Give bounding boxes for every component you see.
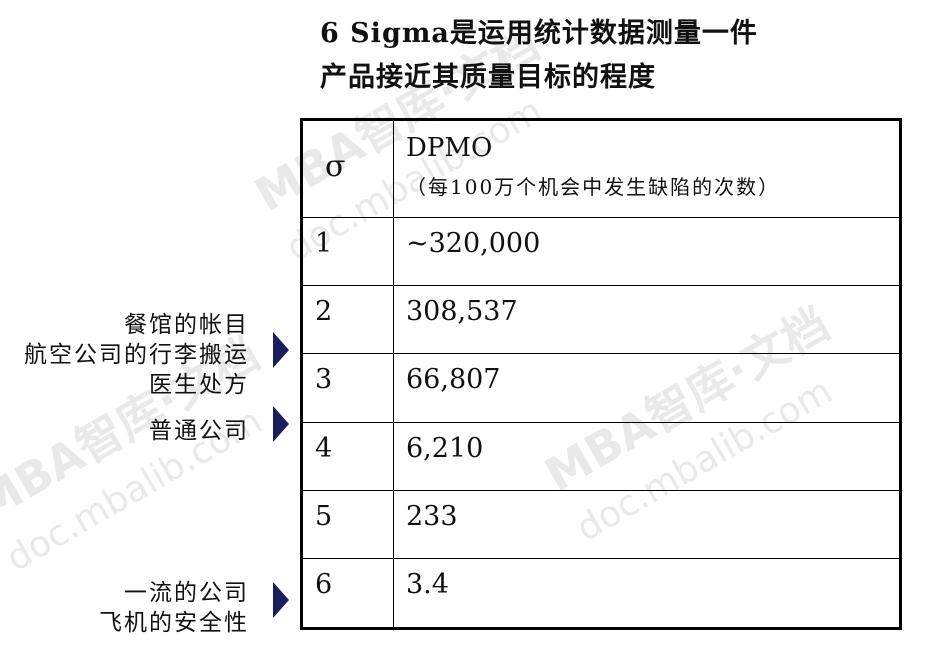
- dpmo-cell: 233: [393, 489, 901, 560]
- side-label-sigma-3: 餐馆的帐目 航空公司的行李搬运 医生处方: [24, 310, 249, 400]
- sigma-cell: 3: [301, 353, 394, 423]
- header-sigma-cell: σ: [301, 119, 394, 218]
- table-row: 4 6,210: [301, 421, 901, 491]
- side-label-line: 一流的公司: [124, 580, 249, 606]
- side-label-line: 航空公司的行李搬运: [24, 342, 249, 368]
- dpmo-cell: 3.4: [393, 558, 901, 629]
- dpmo-cell: 6,210: [393, 421, 901, 491]
- sigma-cell: 5: [301, 489, 394, 560]
- table-row: 3 66,807: [301, 353, 901, 423]
- sigma-dpmo-table: σ DPMO （每100万个机会中发生缺陷的次数） 1 ~320,000 2 3…: [300, 118, 902, 630]
- sigma-cell: 4: [301, 421, 394, 491]
- side-label-line: 餐馆的帐目: [124, 312, 249, 338]
- table-row: 6 3.4: [301, 558, 901, 629]
- table-row: 1 ~320,000: [301, 216, 901, 287]
- pointer-arrow-icon: [273, 582, 289, 618]
- dpmo-heading: DPMO: [406, 133, 493, 163]
- side-label-sigma-4: 普通公司: [149, 416, 249, 446]
- dpmo-cell: 308,537: [393, 285, 901, 355]
- sigma-cell: 6: [301, 558, 394, 629]
- dpmo-subheading: （每100万个机会中发生缺陷的次数）: [406, 175, 781, 199]
- sigma-symbol: σ: [325, 149, 346, 184]
- pointer-arrow-icon: [273, 406, 289, 442]
- side-label-sigma-6: 一流的公司 飞机的安全性: [99, 578, 249, 638]
- title-line-2: 产品接近其质量目标的程度: [320, 62, 656, 93]
- side-label-line: 飞机的安全性: [99, 610, 249, 636]
- dpmo-cell: 66,807: [393, 353, 901, 423]
- table-header-row: σ DPMO （每100万个机会中发生缺陷的次数）: [301, 119, 901, 218]
- table-row: 5 233: [301, 489, 901, 560]
- page-title: 6 Sigma是运用统计数据测量一件 产品接近其质量目标的程度: [320, 12, 758, 100]
- sigma-cell: 2: [301, 285, 394, 355]
- side-label-line: 医生处方: [149, 372, 249, 398]
- title-line-1: 6 Sigma是运用统计数据测量一件: [320, 18, 758, 49]
- table-row: 2 308,537: [301, 285, 901, 355]
- header-dpmo-cell: DPMO （每100万个机会中发生缺陷的次数）: [393, 119, 901, 218]
- pointer-arrow-icon: [273, 332, 289, 368]
- side-label-line: 普通公司: [149, 418, 249, 444]
- dpmo-cell: ~320,000: [393, 216, 901, 287]
- sigma-cell: 1: [301, 216, 394, 287]
